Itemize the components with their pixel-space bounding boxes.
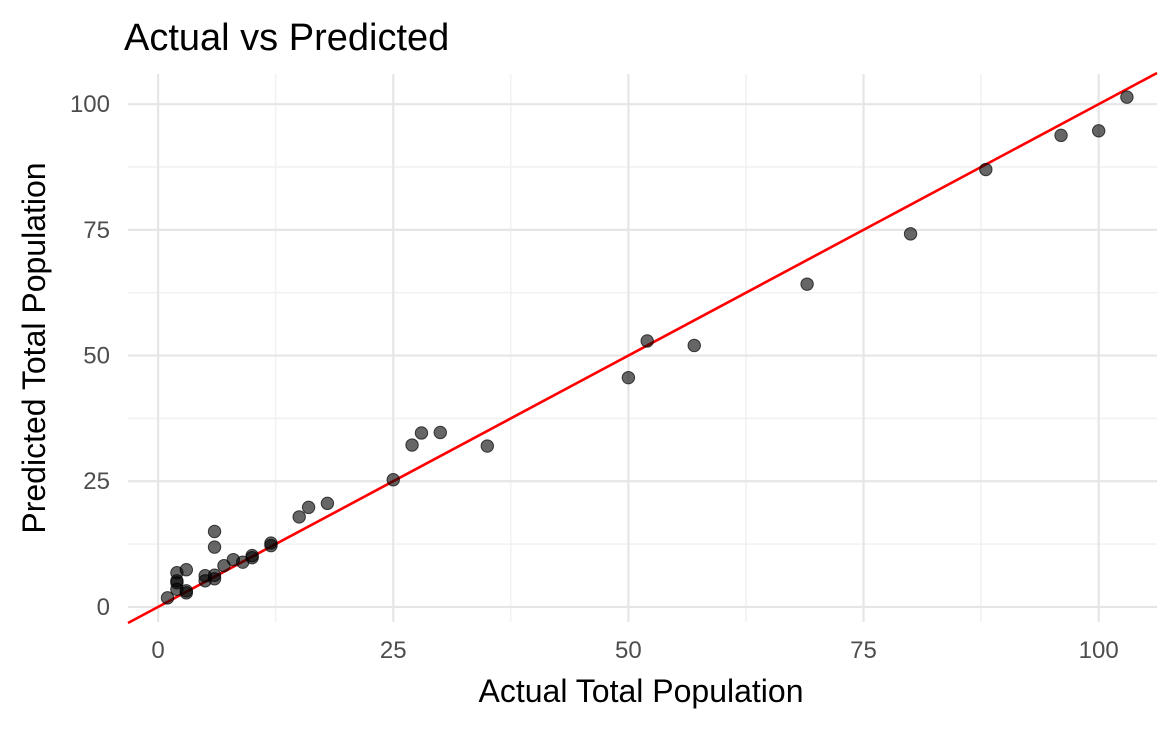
x-axis-title: Actual Total Population bbox=[479, 673, 804, 709]
data-point bbox=[687, 338, 701, 353]
reference-line-layer bbox=[127, 71, 1158, 625]
y-tick-label: 75 bbox=[83, 217, 110, 244]
x-axis-ticks: 0 25 50 75 100 bbox=[151, 637, 1118, 664]
data-point bbox=[264, 536, 278, 550]
x-tick-label: 50 bbox=[615, 637, 642, 664]
x-tick-label: 100 bbox=[1079, 637, 1119, 664]
data-point bbox=[405, 438, 419, 452]
data-point bbox=[245, 548, 259, 563]
data-point bbox=[640, 334, 654, 348]
data-point bbox=[179, 584, 194, 598]
x-tick-label: 75 bbox=[850, 637, 877, 664]
data-point bbox=[1091, 124, 1106, 138]
data-point bbox=[207, 524, 222, 539]
y-tick-label: 25 bbox=[83, 468, 110, 495]
reference-line bbox=[127, 71, 1158, 625]
data-point bbox=[207, 540, 222, 554]
y-tick-label: 100 bbox=[70, 91, 110, 118]
x-tick-label: 25 bbox=[380, 637, 407, 664]
major-gridlines bbox=[128, 74, 1157, 622]
data-point bbox=[1054, 128, 1068, 143]
data-point bbox=[179, 563, 194, 577]
plot-panel bbox=[127, 71, 1158, 625]
data-point bbox=[217, 558, 231, 573]
data-point bbox=[207, 568, 222, 582]
data-point bbox=[480, 439, 495, 453]
points-layer bbox=[160, 90, 1134, 605]
x-tick-label: 0 bbox=[151, 637, 164, 664]
data-point bbox=[903, 227, 918, 241]
data-point bbox=[386, 473, 400, 487]
data-point bbox=[414, 426, 429, 440]
y-axis-title: Predicted Total Population bbox=[16, 162, 52, 533]
data-point bbox=[320, 496, 335, 511]
data-point bbox=[979, 162, 993, 177]
data-point bbox=[800, 277, 814, 291]
y-tick-label: 0 bbox=[97, 594, 110, 621]
data-point bbox=[621, 370, 636, 385]
y-tick-label: 50 bbox=[83, 343, 110, 370]
data-point bbox=[301, 500, 316, 515]
data-point bbox=[433, 425, 447, 440]
data-point bbox=[292, 510, 306, 524]
data-point bbox=[1120, 90, 1134, 104]
y-axis-ticks: 0 25 50 75 100 bbox=[70, 91, 110, 621]
data-point bbox=[160, 591, 175, 605]
chart-title: Actual vs Predicted bbox=[124, 17, 449, 59]
